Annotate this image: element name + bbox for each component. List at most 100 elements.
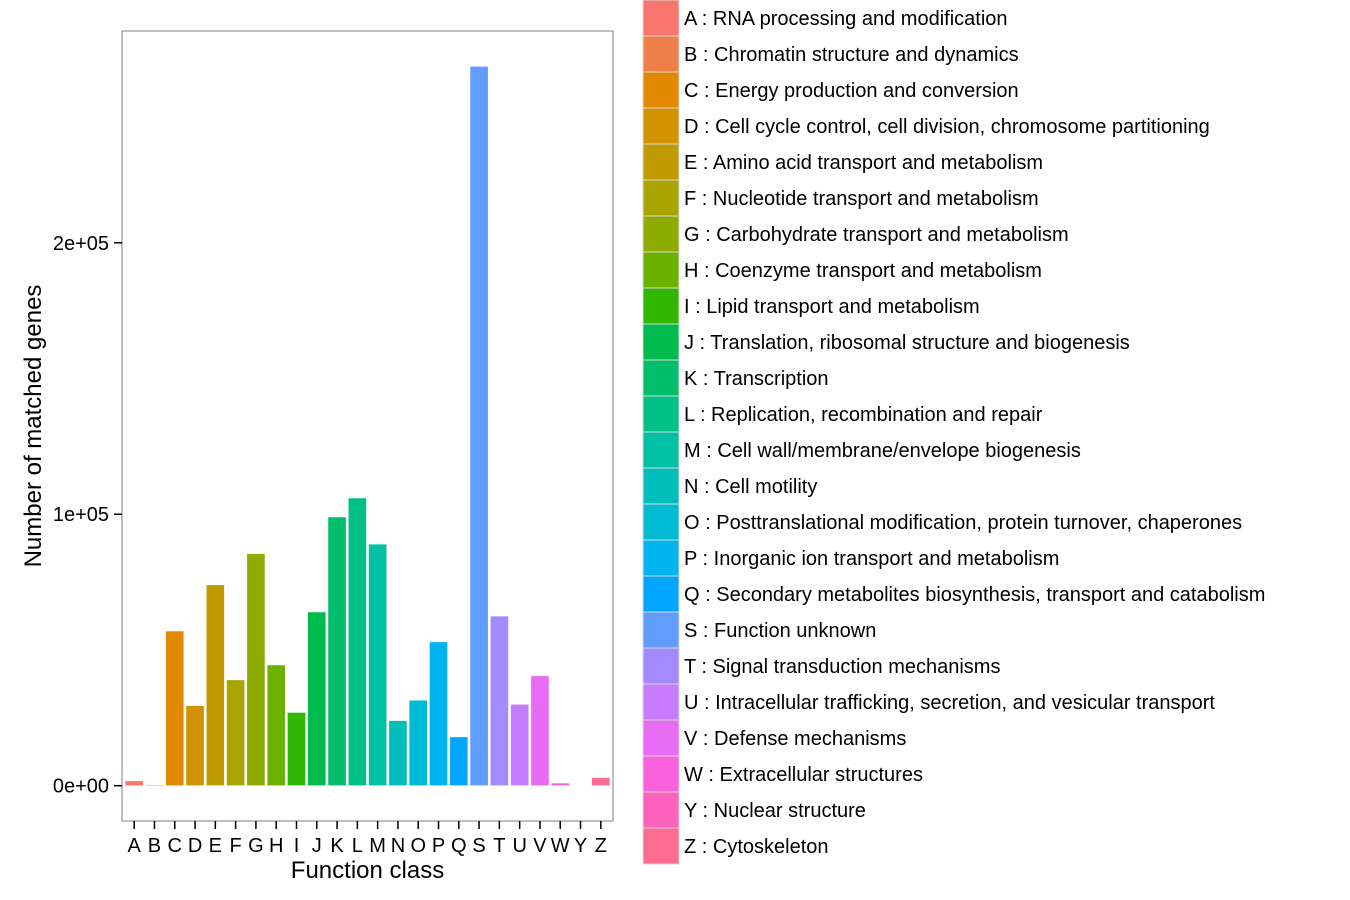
legend-key-W — [642, 755, 680, 793]
x-axis-label: Function class — [291, 857, 444, 884]
legend-key-S — [642, 611, 680, 649]
legend-key-Y — [642, 791, 680, 829]
legend-item-P: P : Inorganic ion transport and metaboli… — [642, 539, 1059, 577]
legend-item-E: E : Amino acid transport and metabolism — [642, 143, 1043, 181]
x-tick-label-T: T — [493, 835, 505, 857]
x-tick-label-I: I — [294, 835, 300, 857]
bar-P — [429, 641, 448, 787]
y-axis-label: Number of matched genes — [20, 285, 47, 568]
legend-label-Q: Q : Secondary metabolites biosynthesis, … — [684, 584, 1265, 606]
x-tick-label-H: H — [269, 835, 283, 857]
x-tick-label-B: B — [148, 835, 161, 857]
legend-label-A: A : RNA processing and modification — [684, 8, 1008, 30]
legend-item-I: I : Lipid transport and metabolism — [642, 287, 980, 325]
x-tick-label-O: O — [410, 835, 426, 857]
bar-K — [327, 516, 347, 787]
legend-item-Q: Q : Secondary metabolites biosynthesis, … — [642, 575, 1265, 613]
legend-label-C: C : Energy production and conversion — [684, 80, 1019, 102]
legend-item-W: W : Extracellular structures — [642, 755, 923, 793]
legend-label-S: S : Function unknown — [684, 620, 876, 642]
y-tick-label-0: 0e+00 — [53, 776, 109, 798]
bar-J — [307, 611, 327, 787]
legend-item-U: U : Intracellular trafficking, secretion… — [642, 683, 1215, 721]
x-tick-label-E: E — [209, 835, 222, 857]
bar-V — [530, 675, 550, 787]
x-tick-label-N: N — [391, 835, 405, 857]
legend-key-J — [642, 323, 680, 361]
bar-T — [489, 615, 509, 787]
legend-label-O: O : Posttranslational modification, prot… — [684, 512, 1242, 534]
legend-key-V — [642, 719, 680, 757]
legend-label-T: T : Signal transduction mechanisms — [684, 656, 1000, 678]
legend-key-N — [642, 467, 680, 505]
legend-item-A: A : RNA processing and modification — [642, 0, 1008, 37]
legend-key-F — [642, 179, 680, 217]
legend-item-V: V : Defense mechanisms — [642, 719, 906, 757]
legend-label-N: N : Cell motility — [684, 476, 817, 498]
legend-item-Z: Z : Cytoskeleton — [642, 827, 829, 865]
legend-key-I — [642, 287, 680, 325]
legend-label-F: F : Nucleotide transport and metabolism — [684, 188, 1039, 210]
x-tick-label-L: L — [352, 835, 363, 857]
bar-W — [550, 782, 570, 786]
bar-C — [165, 630, 185, 787]
legend-item-K: K : Transcription — [642, 359, 829, 397]
legend-key-G — [642, 215, 680, 253]
legend-item-F: F : Nucleotide transport and metabolism — [642, 179, 1039, 217]
legend-label-W: W : Extracellular structures — [684, 764, 923, 786]
x-tick-label-D: D — [188, 835, 202, 857]
legend-label-V: V : Defense mechanisms — [684, 728, 906, 750]
legend-key-P — [642, 539, 680, 577]
bar-Z — [591, 777, 611, 786]
bar-S — [469, 65, 489, 787]
legend-label-L: L : Replication, recombination and repai… — [684, 404, 1043, 426]
legend-item-L: L : Replication, recombination and repai… — [642, 395, 1043, 433]
bar-E — [205, 584, 225, 786]
bar-H — [266, 664, 286, 787]
legend: A : RNA processing and modification B : C… — [642, 0, 1265, 865]
legend-label-I: I : Lipid transport and metabolism — [684, 296, 980, 318]
x-tick-label-G: G — [248, 835, 264, 857]
legend-item-N: N : Cell motility — [642, 467, 817, 505]
legend-label-M: M : Cell wall/membrane/envelope biogenes… — [684, 440, 1081, 462]
bar-I — [287, 712, 306, 787]
legend-key-D — [642, 107, 680, 145]
legend-label-K: K : Transcription — [684, 368, 829, 390]
bar-A — [124, 780, 144, 787]
x-tick-label-Q: Q — [451, 835, 467, 857]
legend-key-B — [642, 35, 680, 73]
legend-label-Z: Z : Cytoskeleton — [684, 836, 829, 858]
x-tick-label-J: J — [312, 835, 322, 857]
x-tick-label-V: V — [533, 835, 547, 857]
legend-key-L — [642, 395, 680, 433]
legend-key-Z — [642, 827, 680, 865]
legend-item-B: B : Chromatin structure and dynamics — [642, 35, 1019, 73]
bar-G — [246, 553, 266, 787]
bar-Q — [449, 736, 469, 787]
y-tick-label-1: 1e+05 — [53, 504, 109, 526]
bars-group — [124, 65, 611, 787]
legend-key-O — [642, 503, 680, 541]
legend-item-J: J : Translation, ribosomal structure and… — [642, 323, 1130, 361]
bar-O — [408, 699, 428, 787]
x-tick-label-P: P — [432, 835, 445, 857]
bar-D — [185, 705, 205, 787]
legend-item-D: D : Cell cycle control, cell division, c… — [642, 107, 1210, 145]
legend-label-P: P : Inorganic ion transport and metaboli… — [684, 548, 1059, 570]
bar-B — [145, 784, 164, 787]
legend-label-D: D : Cell cycle control, cell division, c… — [684, 116, 1210, 138]
bar-F — [226, 679, 246, 787]
legend-key-E — [642, 143, 680, 181]
x-tick-label-M: M — [369, 835, 386, 857]
legend-item-S: S : Function unknown — [642, 611, 876, 649]
legend-label-J: J : Translation, ribosomal structure and… — [684, 332, 1130, 354]
x-tick-label-Y: Y — [574, 835, 587, 857]
x-tick-label-A: A — [128, 835, 142, 857]
x-tick-label-Z: Z — [595, 835, 607, 857]
legend-key-K — [642, 359, 680, 397]
x-tick-label-W: W — [551, 835, 570, 857]
legend-key-C — [642, 71, 680, 109]
legend-key-A — [642, 0, 680, 37]
legend-key-M — [642, 431, 680, 469]
